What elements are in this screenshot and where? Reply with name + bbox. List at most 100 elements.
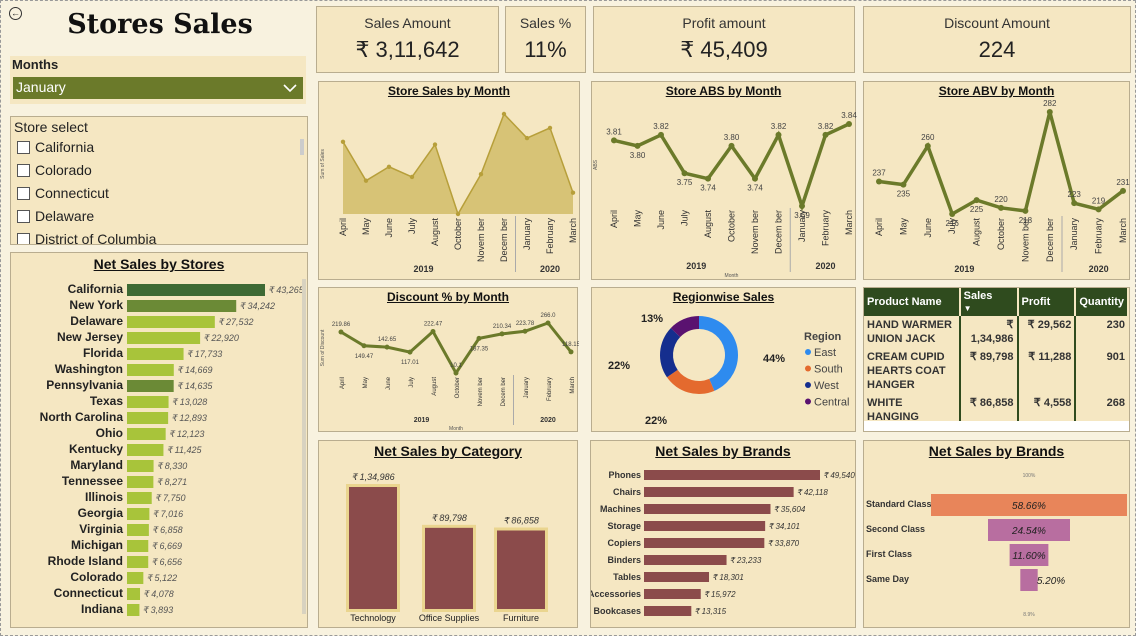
table-bottom-bar: [864, 421, 1129, 431]
cell-profit: ₹ 11,288: [1017, 348, 1077, 394]
bar-category-label: New York: [69, 298, 123, 312]
data-label: 10.1: [450, 363, 462, 369]
table-row[interactable]: CREAM CUPID HEARTS COAT HANGER ₹ 89,798 …: [864, 348, 1128, 394]
data-label: 266.0: [540, 313, 556, 319]
store-option-california[interactable]: California: [17, 136, 297, 159]
data-label: 219.86: [332, 322, 351, 328]
chart-title: Discount % by Month: [387, 290, 509, 304]
bar-value-label: ₹ 13,315: [694, 607, 726, 616]
store-option-dc[interactable]: District of Columbia: [17, 228, 297, 244]
bar: [127, 556, 149, 568]
bar: [127, 604, 140, 616]
data-point: [522, 328, 528, 334]
col-sales[interactable]: Sales ▼: [959, 288, 1019, 316]
chart-title: Net Sales by Brands: [655, 443, 791, 459]
data-point: [499, 331, 505, 337]
data-label: 216: [946, 219, 960, 228]
bar-value-label: ₹ 14,635: [177, 381, 214, 391]
bar: [644, 504, 771, 514]
data-point: [501, 111, 507, 117]
bar-value-label: ₹ 15,972: [704, 590, 736, 599]
chart-title: Store Sales by Month: [387, 84, 511, 98]
data-label: 220: [994, 195, 1008, 204]
bar-value-label: ₹ 23,233: [730, 556, 762, 565]
slice-label: 22%: [645, 415, 667, 427]
x-tick-label: Decem ber: [1045, 218, 1055, 262]
bar: [644, 470, 820, 480]
data-label: 3.81: [606, 127, 622, 136]
data-point: [876, 178, 882, 185]
x-tick-label: Novem ber: [478, 377, 484, 406]
bar-category-label: Storage: [607, 521, 641, 531]
bar: [644, 538, 765, 548]
bar-value-label: ₹ 22,920: [203, 333, 239, 343]
x-tick-label: February: [545, 218, 555, 255]
table-row[interactable]: HAND WARMER UNION JACK ₹ 1,34,986 ₹ 29,5…: [864, 316, 1128, 348]
back-arrow-icon[interactable]: ←: [9, 7, 22, 20]
store-option-colorado[interactable]: Colorado: [17, 159, 297, 182]
bar-category-label: California: [68, 282, 124, 296]
store-select-slicer: Store select California Colorado Connect…: [10, 116, 308, 245]
col-quantity[interactable]: Quantity: [1075, 288, 1129, 316]
store-scrollbar[interactable]: [300, 139, 304, 155]
checkbox[interactable]: [17, 233, 30, 244]
x-tick-label: June: [384, 218, 394, 238]
year-label: 2019: [954, 264, 974, 274]
funnel-category-label: Second Class: [866, 524, 925, 534]
x-tick-label: January: [797, 210, 807, 243]
bar: [127, 460, 154, 472]
data-label: 3.82: [653, 122, 669, 131]
months-dropdown[interactable]: January: [13, 77, 303, 99]
bar-category-label: Illinois: [85, 490, 123, 504]
x-tick-label: August: [430, 218, 440, 247]
checkbox[interactable]: [17, 141, 30, 154]
legend-title: Region: [804, 331, 842, 343]
stores-scrollbar[interactable]: [302, 279, 306, 614]
x-axis-label: Month: [449, 426, 463, 431]
data-point: [658, 131, 664, 138]
x-tick-label: January: [522, 218, 532, 251]
bar: [127, 396, 169, 408]
legend-item: West: [814, 380, 839, 392]
shipping-class-funnel-chart: Net Sales by Brands 100% Standard Class 58…: [863, 440, 1130, 628]
store-option-delaware[interactable]: Delaware: [17, 205, 297, 228]
data-label: 3.80: [724, 133, 740, 142]
bar: [127, 412, 169, 424]
data-point: [775, 131, 782, 138]
bar: [127, 284, 265, 296]
bar-category-label: North Carolina: [40, 410, 124, 424]
data-point: [384, 344, 390, 350]
x-tick-label: April: [338, 218, 348, 236]
chart-title: Store ABS by Month: [665, 84, 782, 98]
data-label: 282: [1043, 99, 1057, 108]
checkbox[interactable]: [17, 164, 30, 177]
bar-value-label: ₹ 34,242: [239, 301, 275, 311]
funnel-bar: [931, 494, 1127, 516]
bar-category-label: Delaware: [70, 314, 123, 328]
x-tick-label: June: [923, 218, 933, 238]
sort-down-icon: ▼: [963, 304, 972, 313]
chevron-down-icon: [283, 84, 297, 93]
pie-slice: [660, 328, 681, 378]
bar: [644, 521, 766, 531]
bar-value-label: ₹ 27,532: [218, 317, 254, 327]
slice-label: 22%: [608, 360, 630, 372]
funnel-value-label: 11.60%: [1012, 551, 1045, 562]
year-label: 2020: [815, 261, 835, 271]
x-tick-label: March: [568, 218, 578, 243]
bar: [127, 444, 164, 456]
store-option-connecticut[interactable]: Connecticut: [17, 182, 297, 205]
data-point: [752, 175, 758, 182]
checkbox[interactable]: [17, 187, 30, 200]
checkbox[interactable]: [17, 210, 30, 223]
x-tick-label: Novem ber: [1020, 218, 1030, 262]
col-product-name[interactable]: Product Name: [864, 288, 961, 316]
data-point: [822, 131, 829, 138]
data-point: [1022, 207, 1029, 214]
funnel-value-label: 5.20%: [1037, 576, 1065, 587]
funnel-category-label: Same Day: [866, 574, 909, 584]
data-label: 149.47: [355, 354, 374, 360]
kpi-label: Discount Amount: [944, 15, 1050, 31]
bar-value-label: ₹ 5,122: [146, 573, 177, 583]
col-profit[interactable]: Profit: [1017, 288, 1077, 316]
